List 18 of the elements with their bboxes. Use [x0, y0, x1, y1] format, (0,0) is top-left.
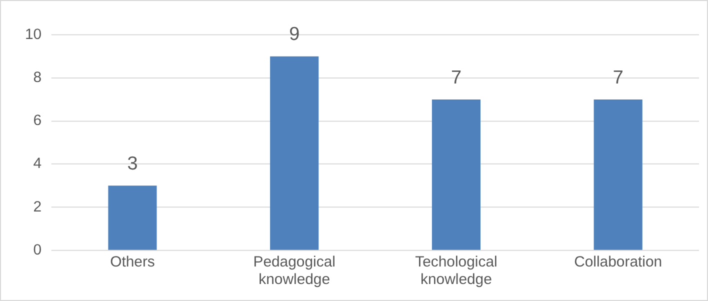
data-label: 7 — [450, 67, 462, 88]
y-tick-label: 0 — [33, 241, 42, 258]
bar — [270, 56, 319, 250]
bar — [108, 186, 157, 250]
y-tick-label: 4 — [33, 155, 42, 172]
bar — [594, 99, 642, 250]
x-tick-label: Collaboration — [574, 253, 662, 270]
y-tick-label: 10 — [24, 26, 42, 43]
x-tick-label: Techological knowledge — [415, 253, 498, 288]
y-tick-label: 6 — [33, 112, 42, 130]
data-label: 7 — [612, 67, 624, 88]
y-tick-label: 8 — [33, 69, 42, 86]
bar — [432, 99, 480, 250]
x-tick-label: Pedagogical knowledge — [253, 253, 336, 288]
data-label: 3 — [127, 154, 138, 174]
data-label: 9 — [289, 24, 300, 46]
x-tick-label: Others — [110, 253, 155, 270]
y-tick-label: 2 — [33, 198, 42, 216]
